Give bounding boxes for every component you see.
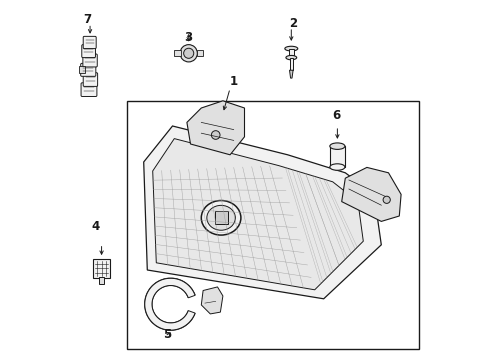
Ellipse shape bbox=[201, 201, 241, 235]
FancyBboxPatch shape bbox=[81, 63, 96, 76]
Bar bbox=[288, 49, 293, 56]
Bar bbox=[174, 50, 181, 56]
Ellipse shape bbox=[206, 205, 235, 230]
Text: 7: 7 bbox=[82, 13, 91, 26]
Bar bbox=[127, 101, 418, 349]
Bar bbox=[289, 58, 292, 70]
Bar bbox=[196, 50, 203, 56]
Bar bbox=[99, 277, 104, 284]
Ellipse shape bbox=[284, 46, 297, 51]
Ellipse shape bbox=[329, 164, 344, 170]
Circle shape bbox=[180, 45, 197, 62]
Bar bbox=[93, 259, 110, 278]
Circle shape bbox=[183, 48, 193, 58]
Text: 2: 2 bbox=[288, 17, 297, 30]
Polygon shape bbox=[144, 278, 195, 330]
Polygon shape bbox=[152, 139, 363, 290]
Circle shape bbox=[211, 131, 220, 139]
FancyBboxPatch shape bbox=[81, 45, 95, 58]
Circle shape bbox=[382, 196, 389, 203]
Text: 4: 4 bbox=[91, 220, 99, 233]
Polygon shape bbox=[341, 167, 400, 221]
Text: 6: 6 bbox=[331, 109, 340, 122]
Polygon shape bbox=[289, 70, 292, 78]
Ellipse shape bbox=[329, 143, 344, 149]
FancyBboxPatch shape bbox=[83, 73, 98, 86]
Text: 1: 1 bbox=[229, 75, 237, 87]
Polygon shape bbox=[201, 287, 223, 314]
Ellipse shape bbox=[285, 55, 296, 60]
Text: 3: 3 bbox=[184, 31, 192, 44]
Bar bbox=[329, 146, 344, 167]
Polygon shape bbox=[186, 101, 244, 155]
FancyBboxPatch shape bbox=[83, 36, 96, 49]
Text: 5: 5 bbox=[163, 328, 171, 341]
Polygon shape bbox=[143, 126, 381, 299]
Bar bbox=[79, 66, 85, 73]
FancyBboxPatch shape bbox=[82, 54, 97, 67]
FancyBboxPatch shape bbox=[81, 83, 97, 96]
Bar bbox=[214, 211, 227, 224]
